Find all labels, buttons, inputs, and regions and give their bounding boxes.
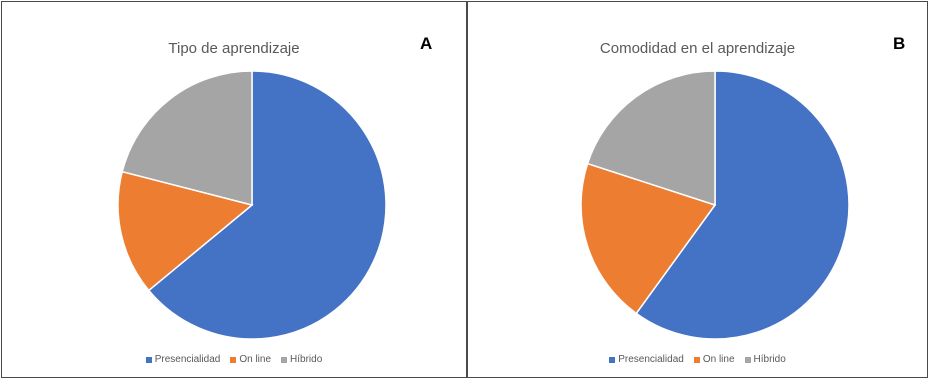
legend: Presencialidad On line Híbrido <box>2 354 466 365</box>
legend-swatch <box>693 356 700 363</box>
legend-label: Híbrido <box>290 354 323 365</box>
legend-item-hibrido: Híbrido <box>281 354 322 365</box>
legend-item-online: On line <box>693 354 735 365</box>
legend-label: Presencialidad <box>618 354 684 365</box>
legend-swatch <box>230 356 237 363</box>
panel-label: B <box>893 34 906 53</box>
pie-chart <box>117 70 387 340</box>
pie-chart <box>580 70 850 340</box>
legend-label: Híbrido <box>753 354 786 365</box>
pie-slice-presencialidad <box>635 70 850 340</box>
legend-swatch <box>281 356 288 363</box>
chart-panel-a: Tipo de aprendizaje A Presencialidad On … <box>1 1 467 378</box>
panel-label: A <box>420 34 433 53</box>
legend-item-online: On line <box>230 354 271 365</box>
legend-swatch <box>609 356 616 363</box>
pie-slice-h-brido <box>586 70 716 207</box>
chart-title: Tipo de aprendizaje <box>168 40 300 57</box>
chart-title: Comodidad en el aprendizaje <box>599 40 796 57</box>
legend-swatch <box>145 356 152 363</box>
legend-item-presencialidad: Presencialidad <box>145 354 221 365</box>
legend-label: On line <box>702 354 735 365</box>
pie-slice-on-line <box>117 170 254 292</box>
legend-label: On line <box>239 354 272 365</box>
chart-panel-b: Comodidad en el aprendizaje B Presencial… <box>466 1 928 378</box>
legend-swatch <box>744 356 751 363</box>
pie-slice-on-line <box>580 162 717 315</box>
pie-slice-presencialidad <box>147 70 387 340</box>
legend-label: Presencialidad <box>154 354 221 365</box>
legend-item-presencialidad: Presencialidad <box>609 354 684 365</box>
pie-slice-h-brido <box>121 70 253 206</box>
legend-item-hibrido: Híbrido <box>744 354 786 365</box>
legend: Presencialidad On line Híbrido <box>468 354 927 365</box>
